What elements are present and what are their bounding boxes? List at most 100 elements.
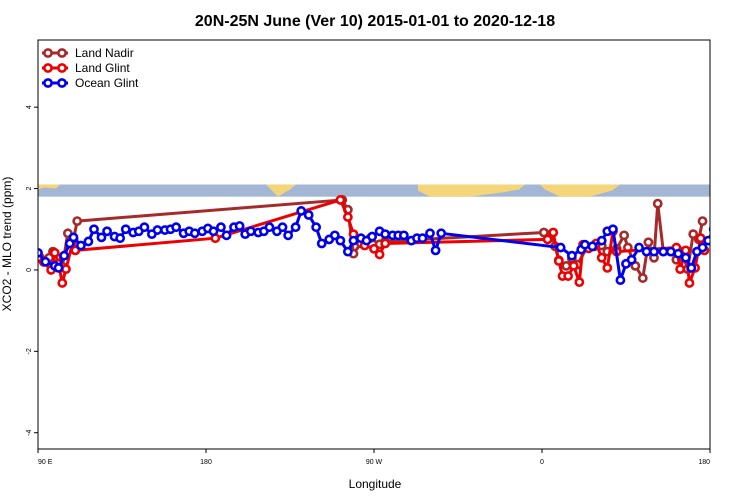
data-point xyxy=(221,230,232,241)
data-point xyxy=(348,235,359,246)
data-point xyxy=(626,254,637,265)
legend-swatch-marker xyxy=(57,63,67,73)
data-point xyxy=(208,226,219,237)
data-point xyxy=(68,232,79,243)
map-land-asia xyxy=(38,184,60,190)
data-point xyxy=(171,222,182,233)
legend-swatch-marker xyxy=(57,48,67,58)
data-point xyxy=(665,246,676,257)
data-point xyxy=(555,242,566,253)
data-point xyxy=(425,228,435,239)
data-point xyxy=(652,198,663,209)
data-point xyxy=(723,228,730,235)
data-point xyxy=(697,216,708,226)
legend-label: Ocean Glint xyxy=(75,76,139,90)
data-point xyxy=(684,278,695,288)
data-point xyxy=(417,233,428,244)
y-tick-label: 4 xyxy=(26,105,33,109)
data-point xyxy=(120,224,131,235)
legend-swatch-marker xyxy=(43,48,53,58)
data-point xyxy=(615,275,626,286)
y-tick-label: -2 xyxy=(26,348,33,354)
data-point xyxy=(695,233,706,244)
data-point xyxy=(335,235,346,246)
data-point xyxy=(342,246,353,257)
data-point xyxy=(718,234,725,241)
data-point xyxy=(641,246,652,257)
data-point xyxy=(369,243,379,254)
data-point xyxy=(61,264,71,275)
x-tick-label: 180 xyxy=(698,459,710,466)
data-point xyxy=(680,252,691,263)
legend-swatch-marker xyxy=(43,78,53,88)
data-point xyxy=(311,222,322,233)
data-point xyxy=(367,231,378,242)
data-point xyxy=(102,226,112,237)
data-point xyxy=(675,264,686,275)
x-axis: 90 E 180 90 W 0 180 xyxy=(37,449,711,466)
y-tick-label: 0 xyxy=(26,268,33,272)
data-point xyxy=(76,240,86,251)
data-point xyxy=(430,245,441,256)
legend-label: Land Glint xyxy=(75,61,130,75)
data-point xyxy=(380,229,391,240)
data-point xyxy=(49,247,60,258)
data-point xyxy=(658,246,669,257)
data-point xyxy=(115,233,126,244)
y-tick-label: -4 xyxy=(26,430,33,436)
data-point xyxy=(283,230,294,241)
data-point xyxy=(89,224,99,235)
data-point xyxy=(561,260,572,271)
map-band xyxy=(38,184,710,197)
data-point xyxy=(703,235,710,246)
data-point xyxy=(619,230,630,241)
x-tick-label: 90 W xyxy=(366,459,383,466)
data-point xyxy=(602,263,613,273)
data-point xyxy=(335,195,346,205)
data-point xyxy=(96,232,107,243)
data-point xyxy=(731,234,738,241)
data-point xyxy=(566,250,577,261)
x-axis-label: Longitude xyxy=(349,477,402,491)
data-point xyxy=(57,278,68,288)
data-point xyxy=(673,248,684,259)
y-axis-label: XCO2 - MLO trend (ppm) xyxy=(0,177,14,312)
data-point xyxy=(574,277,585,288)
legend-swatch-marker xyxy=(57,78,67,88)
data-point xyxy=(542,234,553,245)
data-point xyxy=(436,228,447,239)
data-point xyxy=(708,226,710,233)
data-point xyxy=(553,256,564,266)
data-point xyxy=(643,237,654,248)
data-point xyxy=(374,249,385,260)
data-point xyxy=(596,252,607,263)
data-point xyxy=(608,224,618,235)
data-point xyxy=(736,228,743,235)
data-point xyxy=(234,221,245,231)
data-point xyxy=(59,250,70,261)
data-point xyxy=(649,246,659,257)
data-point xyxy=(189,228,200,239)
data-point xyxy=(290,222,301,233)
data-point xyxy=(40,256,51,267)
x-tick-label: 90 E xyxy=(38,459,53,466)
data-point xyxy=(587,241,598,252)
y-axis: -4 -2 0 2 4 xyxy=(26,105,38,436)
map-ocean-band xyxy=(38,184,710,197)
data-point xyxy=(139,222,150,233)
data-point xyxy=(568,260,579,271)
data-point xyxy=(634,242,644,253)
data-point xyxy=(329,230,340,241)
data-point xyxy=(697,242,708,253)
legend-swatch-marker xyxy=(43,63,53,73)
chart-title: 20N-25N June (Ver 10) 2015-01-01 to 2020… xyxy=(195,13,555,30)
data-point xyxy=(245,226,256,237)
data-point xyxy=(316,238,327,249)
data-point xyxy=(686,263,697,273)
data-point xyxy=(742,232,749,239)
data-point xyxy=(216,222,226,233)
data-point xyxy=(563,271,574,281)
series-layer xyxy=(38,195,749,288)
